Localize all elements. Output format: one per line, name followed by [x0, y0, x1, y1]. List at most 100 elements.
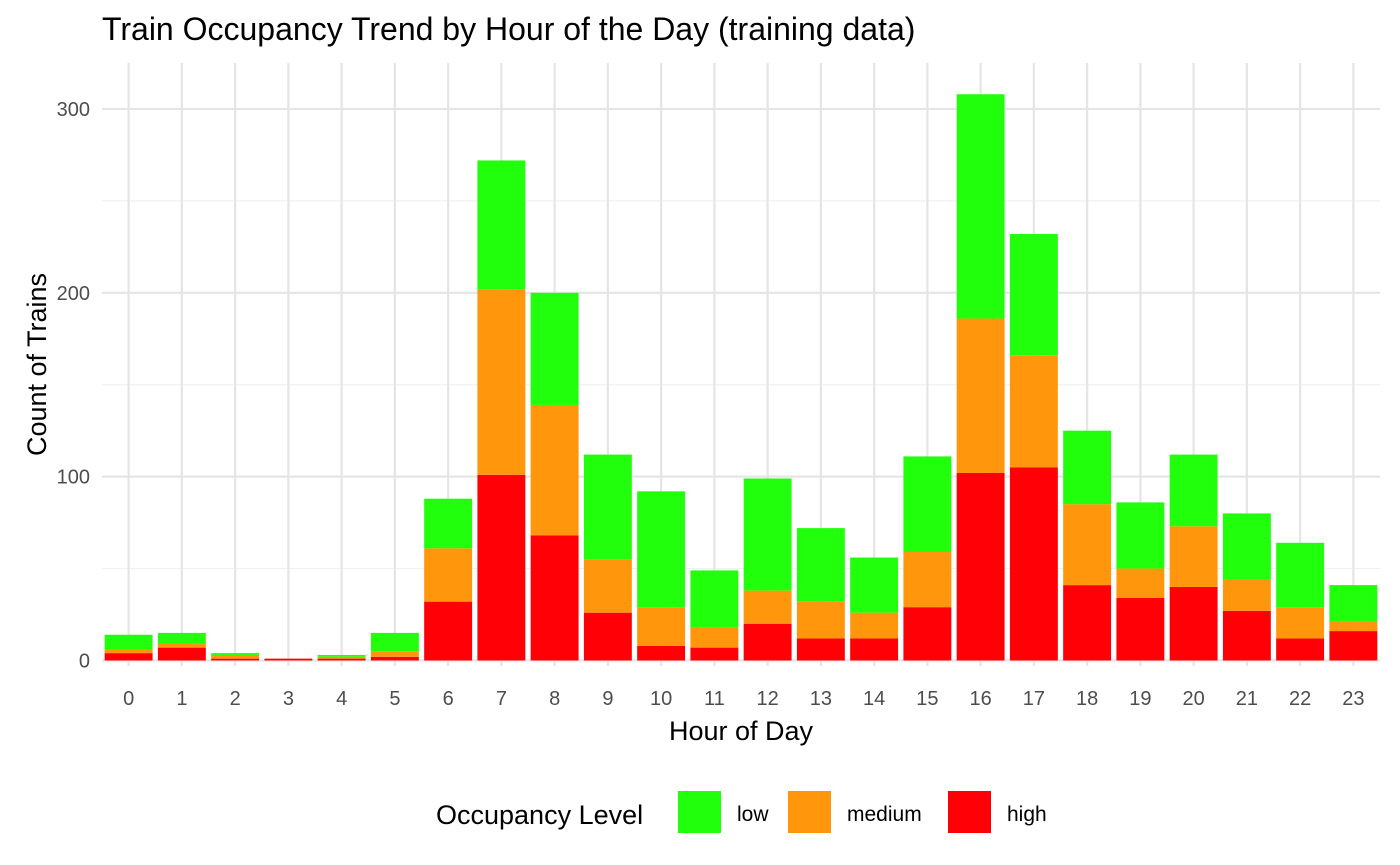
x-tick-label: 20	[1183, 688, 1205, 710]
chart-title: Train Occupancy Trend by Hour of the Day…	[102, 11, 915, 47]
bar-medium-hour-18	[1063, 504, 1112, 586]
bar-low-hour-4	[317, 654, 366, 657]
bar-medium-hour-17	[1009, 355, 1058, 468]
bar-high-hour-5	[370, 656, 419, 661]
bar-low-hour-14	[850, 557, 899, 613]
bar-low-hour-9	[583, 454, 632, 560]
y-tick-label: 0	[79, 650, 90, 672]
y-axis-ticks: 0 100 200 300	[57, 99, 90, 673]
x-tick-label: 13	[810, 688, 832, 710]
bar-low-hour-1	[157, 632, 206, 644]
legend-key-low	[678, 791, 721, 833]
bar-high-hour-15	[903, 607, 952, 661]
bar-medium-hour-15	[903, 552, 952, 608]
bar-low-hour-18	[1063, 430, 1112, 505]
x-tick-label: 11	[704, 688, 725, 710]
bar-medium-hour-20	[1169, 526, 1218, 587]
bar-medium-hour-0	[104, 649, 153, 654]
x-tick-label: 9	[602, 688, 613, 710]
bar-medium-hour-13	[796, 601, 845, 639]
bar-low-hour-21	[1222, 513, 1271, 580]
x-tick-label: 19	[1129, 688, 1151, 710]
x-tick-label: 12	[757, 688, 779, 710]
bar-high-hour-9	[583, 612, 632, 661]
y-tick-label: 100	[57, 467, 90, 489]
bar-high-hour-11	[690, 647, 739, 661]
bar-medium-hour-7	[477, 289, 526, 475]
x-axis-ticks: 0 1 2 3 4 5 6 7 8 9 10 11 12 13 14 15 16 17 18 19 20 21 22 23	[123, 688, 1364, 710]
bar-low-hour-20	[1169, 454, 1218, 527]
bar-low-hour-16	[956, 94, 1005, 319]
x-tick-label: 3	[283, 688, 294, 710]
bar-medium-hour-16	[956, 318, 1005, 473]
bar-low-hour-0	[104, 634, 153, 650]
bar-high-hour-23	[1329, 631, 1378, 661]
bar-high-hour-12	[743, 623, 792, 661]
bar-low-hour-2	[211, 653, 260, 655]
bar-low-hour-13	[796, 528, 845, 602]
bar-low-hour-8	[530, 292, 579, 405]
bar-high-hour-22	[1276, 638, 1325, 661]
bar-medium-hour-22	[1276, 607, 1325, 639]
bar-high-hour-10	[637, 645, 686, 661]
bar-low-hour-12	[743, 478, 792, 591]
bar-medium-hour-10	[637, 607, 686, 646]
bar-low-hour-10	[637, 491, 686, 608]
bar-high-hour-16	[956, 472, 1005, 661]
x-tick-label: 5	[389, 688, 400, 710]
bar-medium-hour-1	[157, 643, 206, 648]
legend-key-high	[948, 791, 991, 833]
bar-low-hour-7	[477, 160, 526, 290]
legend: Occupancy Level low medium high	[436, 791, 1047, 833]
bar-high-hour-18	[1063, 585, 1112, 661]
bar-medium-hour-8	[530, 404, 579, 536]
legend-label-low: low	[737, 803, 769, 826]
x-tick-label: 2	[230, 688, 241, 710]
bar-medium-hour-14	[850, 612, 899, 639]
x-tick-label: 22	[1289, 688, 1311, 710]
x-tick-label: 10	[650, 688, 672, 710]
bar-medium-hour-23	[1329, 621, 1378, 632]
bar-high-hour-2	[211, 658, 260, 661]
bar-low-hour-22	[1276, 542, 1325, 608]
x-tick-label: 23	[1342, 688, 1364, 710]
bar-medium-hour-21	[1222, 579, 1271, 611]
x-axis-title: Hour of Day	[669, 716, 814, 746]
bar-high-hour-3	[264, 658, 313, 661]
bar-low-hour-11	[690, 570, 739, 628]
bar-high-hour-0	[104, 653, 153, 661]
bar-medium-hour-4	[317, 656, 366, 659]
bar-medium-hour-6	[424, 548, 473, 602]
x-tick-label: 17	[1023, 688, 1045, 710]
bar-high-hour-21	[1222, 610, 1271, 661]
bar-medium-hour-5	[370, 651, 419, 657]
x-tick-label: 7	[496, 688, 507, 710]
bar-high-hour-19	[1116, 597, 1165, 661]
bar-low-hour-23	[1329, 585, 1378, 622]
bar-low-hour-15	[903, 456, 952, 553]
x-tick-label: 21	[1236, 688, 1258, 710]
bar-medium-hour-12	[743, 590, 792, 624]
bar-medium-hour-2	[211, 654, 260, 659]
bar-high-hour-4	[317, 658, 366, 661]
x-tick-label: 4	[336, 688, 347, 710]
bar-high-hour-20	[1169, 586, 1218, 661]
x-tick-label: 14	[863, 688, 885, 710]
y-tick-label: 300	[57, 99, 90, 121]
legend-label-medium: medium	[847, 803, 922, 826]
x-tick-label: 16	[970, 688, 992, 710]
y-tick-label: 200	[57, 283, 90, 305]
bar-medium-hour-11	[690, 627, 739, 648]
bar-high-hour-6	[424, 601, 473, 661]
bar-low-hour-19	[1116, 502, 1165, 569]
bar-high-hour-17	[1009, 467, 1058, 661]
bar-medium-hour-9	[583, 559, 632, 613]
bar-high-hour-7	[477, 474, 526, 661]
legend-key-medium	[788, 791, 831, 833]
bar-low-hour-5	[370, 632, 419, 652]
bar-high-hour-1	[157, 647, 206, 661]
bars	[104, 94, 1378, 661]
x-tick-label: 18	[1076, 688, 1098, 710]
bar-high-hour-13	[796, 638, 845, 661]
